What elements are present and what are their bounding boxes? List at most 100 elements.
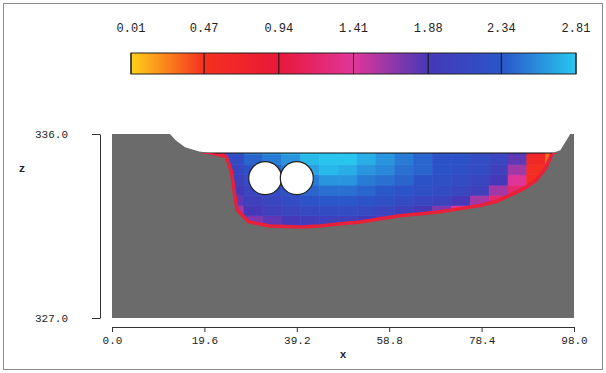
velocity-cell	[508, 206, 527, 216]
velocity-cell	[489, 206, 508, 216]
velocity-cell	[282, 216, 301, 226]
velocity-cell	[527, 206, 546, 216]
tick: 39.2	[284, 327, 310, 347]
velocity-cell	[508, 216, 527, 226]
colorbar-bar	[131, 53, 576, 74]
velocity-cell	[433, 226, 452, 236]
velocity-cell	[282, 206, 301, 216]
velocity-cell	[244, 195, 263, 205]
velocity-cell	[357, 206, 376, 216]
velocity-cell	[338, 175, 357, 185]
velocity-cell	[433, 216, 452, 226]
tick: 0.0	[103, 327, 123, 347]
velocity-cell	[301, 195, 320, 205]
water-surface	[112, 153, 574, 154]
velocity-cell	[470, 216, 489, 226]
velocity-cell	[395, 175, 414, 185]
velocity-cell	[319, 185, 338, 195]
velocity-cell	[319, 165, 338, 175]
tick-mark	[92, 318, 100, 319]
tick: 78.4	[469, 327, 496, 347]
velocity-cell	[489, 165, 508, 175]
colorbar: 0.010.470.941.411.882.342.81	[117, 22, 591, 74]
velocity-cell	[395, 195, 414, 205]
velocity-cell	[414, 226, 433, 236]
colorbar-tick-label: 1.88	[414, 22, 443, 36]
colorbar-tick	[428, 53, 429, 74]
tick-label: 19.6	[192, 335, 218, 347]
velocity-cell	[357, 154, 376, 164]
velocity-cell	[319, 226, 338, 236]
tick-label: 327.0	[35, 313, 68, 325]
velocity-cell	[508, 154, 527, 164]
velocity-cell	[319, 195, 338, 205]
velocity-cell	[414, 185, 433, 195]
velocity-cell	[508, 165, 527, 175]
colorbar-tick-label: 0.01	[117, 22, 146, 36]
velocity-cell	[282, 195, 301, 205]
figure-frame	[4, 4, 603, 370]
velocity-cell	[546, 226, 565, 236]
velocity-cell	[489, 226, 508, 236]
velocity-cell	[546, 165, 565, 175]
velocity-cell	[489, 175, 508, 185]
velocity-cell	[470, 165, 489, 175]
tick-mark	[389, 327, 390, 332]
velocity-cell	[433, 185, 452, 195]
velocity-cell	[470, 226, 489, 236]
velocity-cell	[338, 154, 357, 164]
velocity-cell	[489, 216, 508, 226]
velocity-cell	[451, 185, 470, 195]
velocity-cell	[527, 195, 546, 205]
velocity-cell	[376, 185, 395, 195]
colorbar-tick-label: 0.94	[264, 22, 293, 36]
velocity-cell	[357, 165, 376, 175]
velocity-cell	[338, 195, 357, 205]
circle	[280, 162, 313, 195]
velocity-cell	[225, 226, 244, 236]
tick-mark	[297, 327, 298, 332]
velocity-cell	[338, 226, 357, 236]
velocity-cell	[206, 175, 225, 185]
velocity-cell	[546, 175, 565, 185]
tick-label: 98.0	[561, 335, 587, 347]
velocity-cell	[433, 175, 452, 185]
velocity-cell	[301, 206, 320, 216]
velocity-cell	[206, 185, 225, 195]
surface-group	[112, 153, 574, 154]
velocity-cell	[414, 195, 433, 205]
velocity-cell	[338, 185, 357, 195]
tick-label: 336.0	[35, 129, 68, 141]
velocity-cell	[263, 195, 282, 205]
velocity-cell	[414, 216, 433, 226]
velocity-cell	[263, 206, 282, 216]
tick-label: 78.4	[469, 335, 496, 347]
velocity-cell	[319, 154, 338, 164]
velocity-cell	[414, 154, 433, 164]
velocity-cell	[206, 216, 225, 226]
velocity-cell	[546, 216, 565, 226]
velocity-cell	[206, 206, 225, 216]
bed-line	[112, 153, 574, 227]
water-clip-group	[112, 153, 574, 236]
velocity-cell	[451, 216, 470, 226]
colorbar-tick-label: 2.81	[562, 22, 591, 36]
tick: 58.8	[376, 327, 402, 347]
tick-label: 0.0	[103, 335, 123, 347]
velocity-cell	[527, 154, 546, 164]
tick-mark	[204, 327, 205, 332]
velocity-cell	[338, 165, 357, 175]
colorbar-tick-label: 2.34	[487, 22, 516, 36]
velocity-cell	[376, 206, 395, 216]
velocity-cell	[376, 226, 395, 236]
velocity-cell	[508, 226, 527, 236]
colorbar-tick	[501, 53, 502, 74]
velocity-cell	[546, 206, 565, 216]
velocity-cell	[225, 216, 244, 226]
velocity-cell	[451, 175, 470, 185]
velocity-cell	[319, 206, 338, 216]
colorbar-tick-label: 0.47	[190, 22, 219, 36]
chart-container: 0.019.639.258.878.498.0327.0336.0xz0.010…	[0, 0, 606, 373]
velocity-cell	[244, 206, 263, 216]
velocity-cell	[319, 175, 338, 185]
